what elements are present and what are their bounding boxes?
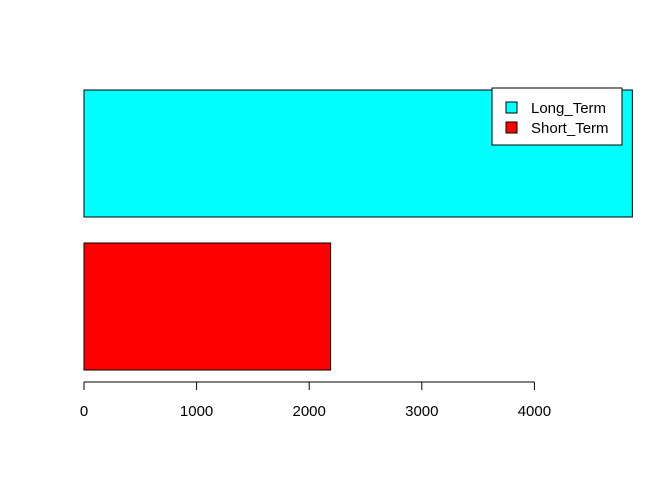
legend-label-long-term: Long_Term (531, 100, 606, 117)
legend: Long_Term Short_Term (491, 87, 623, 146)
x-tick-label: 4000 (518, 403, 551, 420)
x-tick-label: 2000 (293, 403, 326, 420)
legend-swatch-long-term (505, 101, 518, 114)
legend-box (491, 87, 623, 146)
bar-short-term (83, 242, 332, 371)
x-axis: 0 1000 2000 3000 4000 (80, 381, 551, 420)
legend-label-short-term: Short_Term (531, 120, 609, 137)
legend-swatch-short-term (505, 121, 518, 134)
x-tick-label: 3000 (405, 403, 438, 420)
x-tick-label: 0 (80, 403, 88, 420)
x-tick-label: 1000 (180, 403, 213, 420)
